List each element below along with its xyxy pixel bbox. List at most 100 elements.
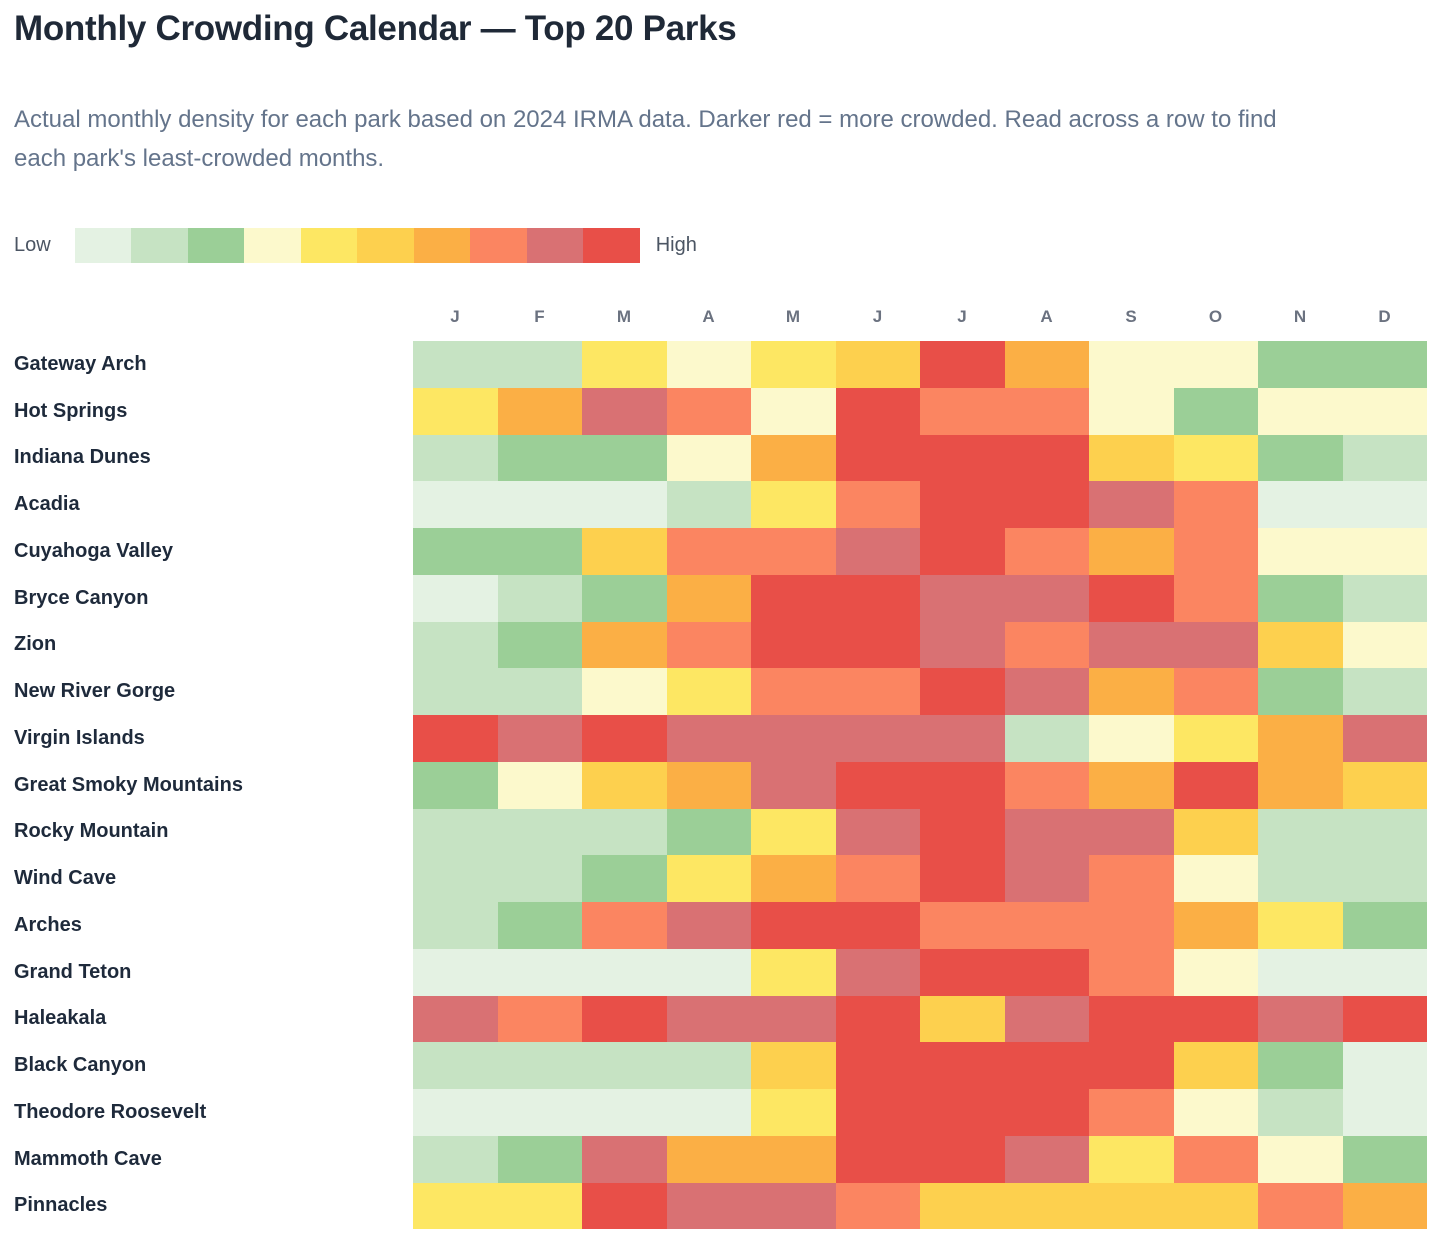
heatmap-cell <box>413 1042 498 1089</box>
heatmap-cell <box>582 668 667 715</box>
heatmap-cell <box>835 621 920 669</box>
heatmap-cell <box>835 995 920 1043</box>
heatmap-cell <box>413 481 498 528</box>
heatmap-cell <box>666 1042 751 1089</box>
heatmap-cell <box>1004 948 1089 996</box>
heatmap-cell <box>1173 481 1258 528</box>
heatmap-cell <box>413 995 498 1043</box>
heatmap-cell <box>751 1135 836 1183</box>
heatmap-cell <box>582 808 667 856</box>
heatmap-cell <box>582 1089 667 1136</box>
heatmap-cell <box>1089 341 1174 388</box>
heatmap-cell <box>1258 528 1343 575</box>
park-month-cells <box>413 574 1427 622</box>
park-month-cells <box>413 902 1427 949</box>
heatmap-cell <box>413 948 498 996</box>
park-label: Virgin Islands <box>14 726 145 749</box>
heatmap-cell <box>413 1182 498 1230</box>
park-month-cells <box>413 948 1427 996</box>
legend-swatch <box>131 228 188 263</box>
heatmap-cell <box>1173 995 1258 1043</box>
heatmap-row: Grand Teton <box>14 948 1427 996</box>
heatmap-cell <box>920 621 1005 669</box>
heatmap-cell <box>1258 434 1343 482</box>
park-label: Grand Teton <box>14 960 132 983</box>
heatmap-cell <box>1089 948 1174 996</box>
month-header: J <box>450 307 461 326</box>
heatmap-cell <box>1089 1042 1174 1089</box>
heatmap-cell <box>1342 808 1427 856</box>
month-header: J <box>957 307 968 326</box>
heatmap-cell <box>497 481 582 528</box>
heatmap-cell <box>1004 1182 1089 1230</box>
heatmap-cell <box>497 948 582 996</box>
heatmap-cell <box>666 574 751 622</box>
heatmap-cell <box>497 1135 582 1183</box>
heatmap-cell <box>1173 761 1258 809</box>
heatmap-cell <box>582 995 667 1043</box>
heatmap-cell <box>751 902 836 949</box>
heatmap-cell <box>413 1135 498 1183</box>
heatmap-cell <box>1173 1135 1258 1183</box>
legend-swatch <box>357 228 414 263</box>
heatmap-cell <box>1258 1135 1343 1183</box>
heatmap-cell <box>413 528 498 575</box>
month-header: O <box>1208 307 1223 326</box>
park-label: Wind Cave <box>14 867 117 890</box>
heatmap-cell <box>1173 434 1258 482</box>
park-label: Black Canyon <box>14 1054 147 1077</box>
heatmap-cell <box>920 995 1005 1043</box>
heatmap-cell <box>835 1135 920 1183</box>
page: Monthly Crowding Calendar — Top 20 Parks… <box>0 8 1440 1230</box>
heatmap-cell <box>582 948 667 996</box>
heatmap-cell <box>413 341 498 388</box>
heatmap-cell <box>1089 1182 1174 1230</box>
heatmap-cell <box>751 668 836 715</box>
park-month-cells <box>413 481 1427 528</box>
heatmap-cell <box>835 715 920 762</box>
heatmap-cell <box>920 574 1005 622</box>
heatmap-cell <box>920 1182 1005 1230</box>
heatmap-cell <box>1258 761 1343 809</box>
heatmap-cell <box>413 715 498 762</box>
heatmap-cell <box>666 481 751 528</box>
crowding-legend: Low High <box>14 228 1427 263</box>
park-month-cells <box>413 434 1427 482</box>
heatmap-cell <box>1004 1089 1089 1136</box>
heatmap-cell <box>666 902 751 949</box>
heatmap-cell <box>1342 902 1427 949</box>
heatmap-cell <box>1342 715 1427 762</box>
heatmap-cell <box>413 574 498 622</box>
month-header: S <box>1125 307 1138 326</box>
park-label: New River Gorge <box>14 680 176 703</box>
park-month-cells <box>413 1042 1427 1089</box>
heatmap-cell <box>1258 808 1343 856</box>
heatmap-cell <box>751 1089 836 1136</box>
heatmap-cell <box>1173 528 1258 575</box>
heatmap-cell <box>920 668 1005 715</box>
heatmap-cell <box>497 902 582 949</box>
heatmap-row: Cuyahoga Valley <box>14 528 1427 575</box>
heatmap-cell <box>1342 948 1427 996</box>
heatmap-cell <box>835 808 920 856</box>
heatmap-cell <box>1342 995 1427 1043</box>
heatmap-cell <box>1004 995 1089 1043</box>
heatmap-cell <box>1258 715 1343 762</box>
heatmap-cell <box>497 387 582 435</box>
heatmap-cell <box>666 1135 751 1183</box>
legend-swatch <box>470 228 527 263</box>
heatmap-cell <box>497 434 582 482</box>
heatmap-cell <box>835 1089 920 1136</box>
park-label: Pinnacles <box>14 1194 108 1217</box>
heatmap-cell <box>1258 855 1343 902</box>
heatmap-cell <box>582 387 667 435</box>
heatmap-cell <box>497 621 582 669</box>
heatmap-cell <box>1342 668 1427 715</box>
heatmap-cell <box>582 621 667 669</box>
heatmap-cell <box>751 995 836 1043</box>
heatmap-cell <box>1089 434 1174 482</box>
park-label: Hot Springs <box>14 399 128 422</box>
park-label: Zion <box>14 633 57 656</box>
park-month-cells <box>413 341 1427 388</box>
heatmap-cell <box>1004 341 1089 388</box>
